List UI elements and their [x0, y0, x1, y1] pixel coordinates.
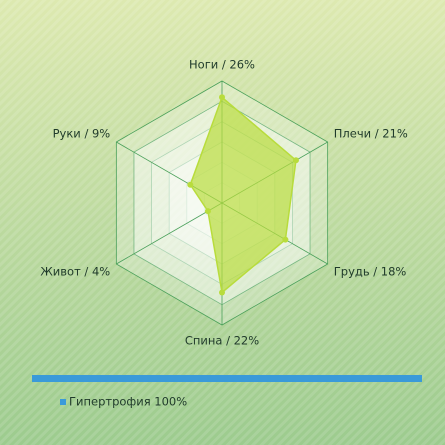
- data-point: [219, 94, 225, 101]
- data-point: [282, 236, 289, 243]
- legend-bar: [32, 375, 422, 382]
- data-point: [292, 157, 299, 164]
- category-label: Ноги / 26%: [189, 58, 255, 72]
- category-label: Грудь / 18%: [334, 265, 407, 279]
- category-label: Спина / 22%: [185, 334, 259, 348]
- spoke: [116, 202, 223, 265]
- legend-swatch: [60, 399, 66, 405]
- legend-label: Гипертрофия 100%: [69, 395, 187, 409]
- data-point: [204, 208, 211, 215]
- category-label: Плечи / 21%: [334, 127, 408, 141]
- data-point: [187, 181, 194, 188]
- category-label: Живот / 4%: [40, 265, 110, 279]
- category-label: Руки / 9%: [53, 127, 111, 141]
- data-point: [219, 289, 225, 296]
